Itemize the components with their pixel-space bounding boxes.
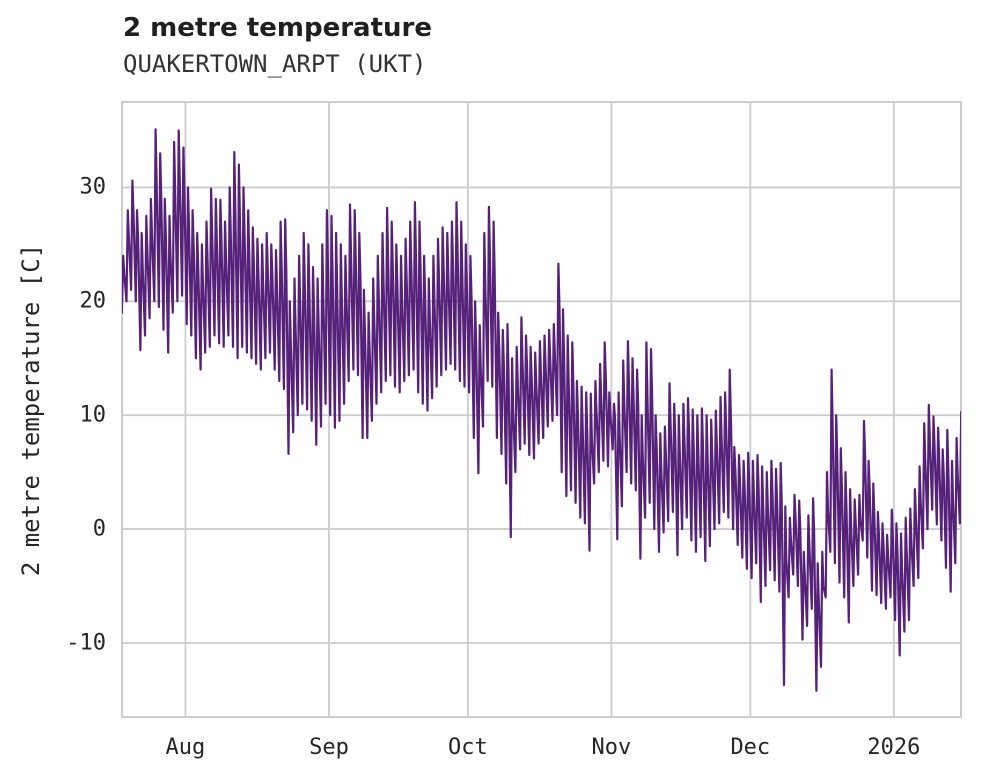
- y-tick-label: 0: [92, 516, 106, 542]
- x-tick-label: Oct: [448, 735, 488, 760]
- y-tick-label: 30: [79, 174, 107, 200]
- x-tick-label: Sep: [309, 735, 349, 760]
- y-tick-label: -10: [66, 630, 106, 656]
- temperature-series-line: [122, 128, 961, 692]
- plot-border: [121, 101, 962, 718]
- chart-subtitle: QUAKERTOWN_ARPT (UKT): [123, 50, 427, 78]
- x-tick-label: 2026: [867, 735, 921, 760]
- x-tick-label: Nov: [591, 735, 632, 760]
- chart-title: 2 metre temperature: [123, 13, 432, 43]
- x-tick-label: Dec: [730, 735, 771, 760]
- x-tick-label: Aug: [165, 735, 206, 760]
- y-tick-label: 20: [79, 288, 107, 314]
- y-tick-label: 10: [79, 402, 107, 428]
